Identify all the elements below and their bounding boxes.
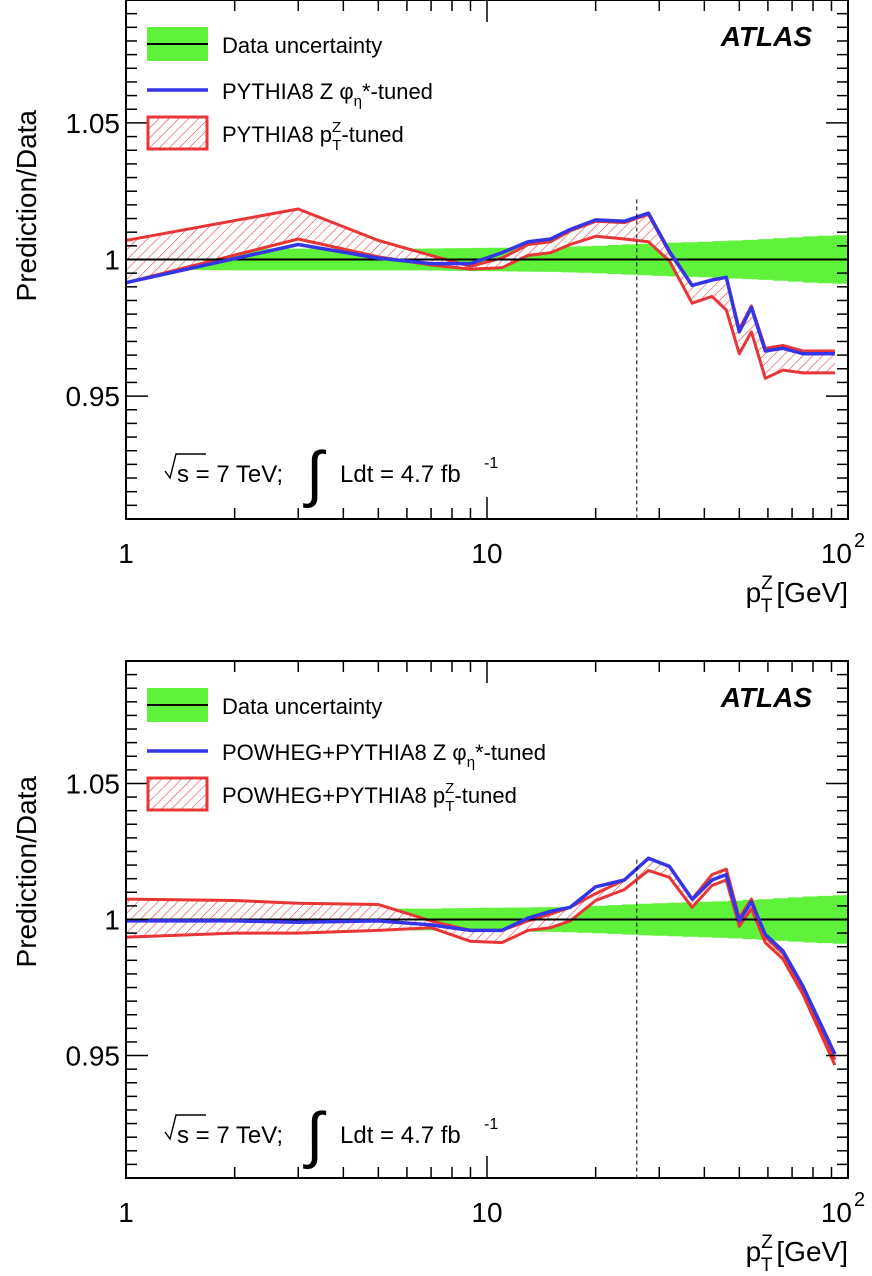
- y-tick-label: 1: [104, 905, 120, 936]
- energy-label: s = 7 TeV;: [177, 1122, 283, 1149]
- atlas-label: ATLAS: [720, 682, 813, 713]
- legend-label-phi: POWHEG+PYTHIA8 Z φη*-tuned: [222, 740, 546, 771]
- atlas-label: ATLAS: [720, 21, 813, 52]
- integral-icon: ∫: [303, 1101, 327, 1170]
- x-tick-label-exponent: 2: [854, 530, 865, 552]
- x-tick-label-exponent: 2: [854, 1189, 865, 1211]
- legend: Data uncertainty PYTHIA8 Z φη*-tuned PYTHI…: [146, 27, 433, 154]
- x-tick-label: 10: [821, 1197, 852, 1228]
- pt-tuned-band-fill: [126, 209, 835, 379]
- pt-tuned-band-lower: [126, 234, 835, 380]
- x-axis-label: pZ T [GeV]: [746, 573, 848, 617]
- x-tick-label: 1: [118, 538, 134, 569]
- x-tick-label: 10: [821, 538, 852, 569]
- energy-label: s = 7 TeV;: [177, 461, 283, 488]
- legend-label-pt: POWHEG+PYTHIA8 pZ T-tuned: [222, 780, 517, 815]
- integral-icon: ∫: [303, 440, 327, 509]
- y-tick-label: 1.05: [66, 768, 121, 799]
- legend: Data uncertainty POWHEG+PYTHIA8 Z φη*-tun…: [146, 688, 546, 815]
- sqrt-icon: [164, 453, 206, 480]
- pt-tuned-band-fill: [126, 858, 835, 1066]
- energy-lumi-annotation: s = 7 TeV; ∫ Ldt = 4.7 fb -1: [164, 1101, 498, 1170]
- phi-tuned-line: [126, 856, 837, 1055]
- y-axis-label: Prediction/Data: [11, 776, 42, 968]
- y-tick-label: 1.05: [66, 108, 121, 139]
- x-tick-label: 10: [471, 1197, 502, 1228]
- x-tick-label: 1: [118, 1197, 134, 1228]
- plot-area: [126, 856, 848, 1066]
- legend-swatch-pt: [146, 115, 209, 151]
- y-tick-label: 1: [104, 245, 120, 276]
- legend-label-phi: PYTHIA8 Z φη*-tuned: [222, 79, 433, 110]
- y-axis-label: Prediction/Data: [11, 110, 42, 302]
- sqrt-icon: [164, 1114, 206, 1141]
- legend-swatch-pt: [146, 776, 209, 812]
- lumi-label: Ldt = 4.7 fb: [340, 1122, 461, 1149]
- y-tick-label: 0.95: [66, 1041, 121, 1072]
- lumi-exponent: -1: [484, 1116, 498, 1133]
- legend-label-data: Data uncertainty: [222, 694, 382, 719]
- y-tick-label: 0.95: [66, 381, 121, 412]
- x-axis-label: pZ T [GeV]: [746, 1232, 848, 1276]
- legend-label-pt: PYTHIA8 pZ T-tuned: [222, 119, 404, 154]
- legend-label-data: Data uncertainty: [222, 33, 382, 58]
- plot-area: [126, 207, 848, 380]
- lumi-label: Ldt = 4.7 fb: [340, 461, 461, 488]
- energy-lumi-annotation: s = 7 TeV; ∫ Ldt = 4.7 fb -1: [164, 440, 498, 509]
- lumi-exponent: -1: [484, 455, 498, 472]
- x-tick-label: 10: [471, 538, 502, 569]
